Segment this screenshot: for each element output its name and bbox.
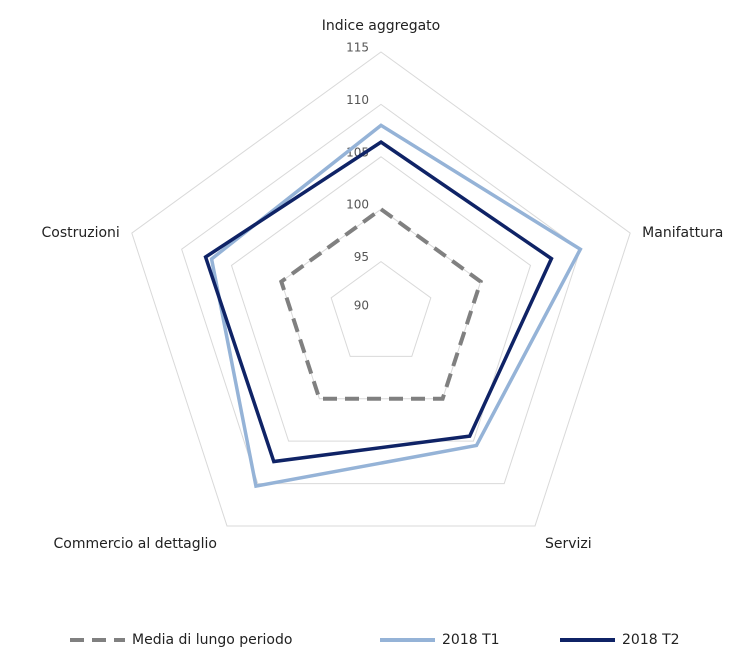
- category-label: Servizi: [545, 536, 592, 552]
- grid-ring: [230, 156, 532, 442]
- grid-ring: [181, 103, 581, 485]
- legend-label: 2018 T1: [442, 632, 500, 648]
- category-label: Manifattura: [642, 225, 723, 241]
- category-label: Indice aggregato: [322, 18, 440, 34]
- r-tick-label: 115: [346, 41, 369, 55]
- r-tick-label: 100: [346, 198, 369, 212]
- r-tick-label: 110: [346, 93, 369, 107]
- r-tick-label: 95: [354, 250, 369, 264]
- grid-ring: [330, 260, 432, 357]
- r-tick-label: 90: [354, 299, 369, 313]
- legend-label: Media di lungo periodo: [132, 632, 292, 648]
- legend-label: 2018 T2: [622, 632, 680, 648]
- series-line: [203, 140, 554, 464]
- series-line: [278, 206, 484, 401]
- series-line: [209, 123, 583, 489]
- grid-ring: [131, 51, 631, 527]
- category-label: Commercio al dettaglio: [54, 536, 218, 552]
- category-label: Costruzioni: [41, 225, 119, 241]
